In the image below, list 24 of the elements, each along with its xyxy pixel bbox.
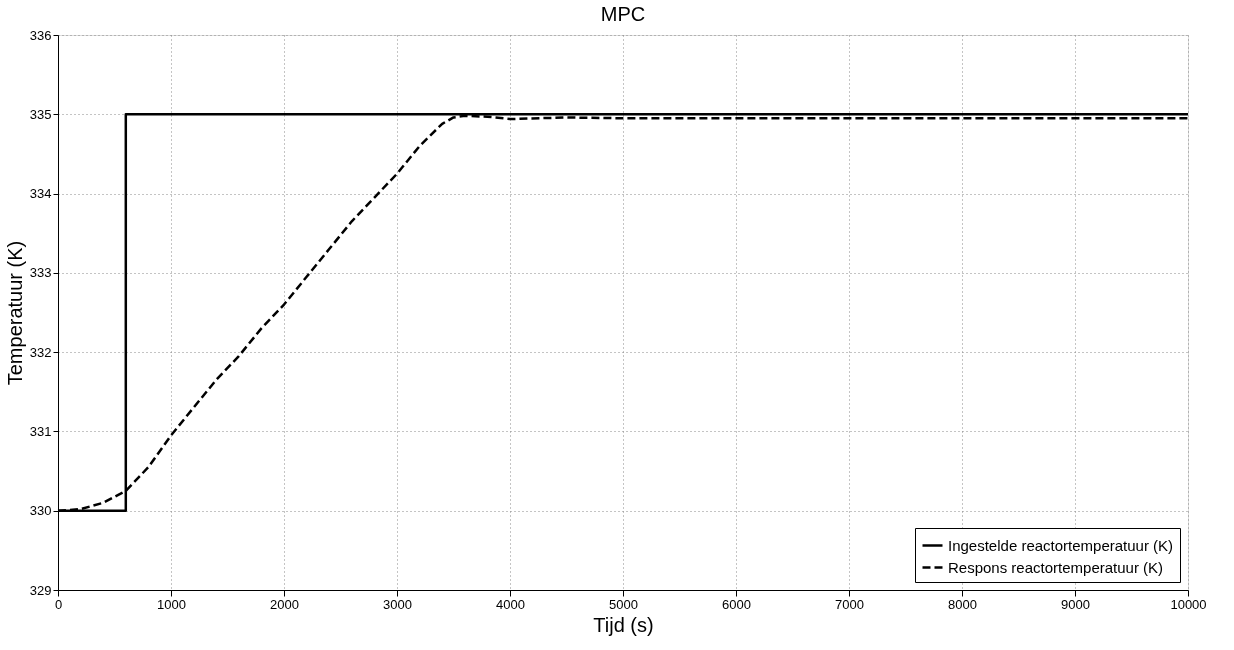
chart-title: MPC	[600, 3, 646, 25]
y-axis-title: Temperatuur (K)	[3, 240, 26, 386]
y-tick-label: 334	[29, 186, 52, 202]
x-tick-label: 1000	[157, 596, 186, 612]
legend-label: Ingestelde reactortemperatuur (K)	[948, 536, 1174, 554]
y-tick-label: 335	[29, 106, 52, 122]
x-axis-title: Tijd (s)	[593, 613, 654, 636]
y-tick-label: 333	[29, 265, 52, 281]
x-tick-label: 2000	[270, 596, 299, 612]
x-tick-label: 10000	[1170, 596, 1207, 612]
y-tick-label: 330	[29, 503, 52, 519]
y-tick-label: 331	[29, 423, 52, 439]
x-tick-label: 7000	[835, 596, 864, 612]
x-tick-label: 9000	[1061, 596, 1090, 612]
x-tick-label: 3000	[383, 596, 412, 612]
y-tick-label: 329	[29, 582, 52, 598]
legend-label: Respons reactortemperatuur (K)	[948, 558, 1164, 576]
x-tick-label: 8000	[948, 596, 977, 612]
x-tick-label: 4000	[496, 596, 525, 612]
y-tick-label: 336	[29, 27, 52, 43]
x-tick-label: 0	[54, 596, 63, 612]
x-tick-label: 6000	[722, 596, 751, 612]
y-tick-label: 332	[29, 344, 52, 360]
x-tick-label: 5000	[609, 596, 638, 612]
